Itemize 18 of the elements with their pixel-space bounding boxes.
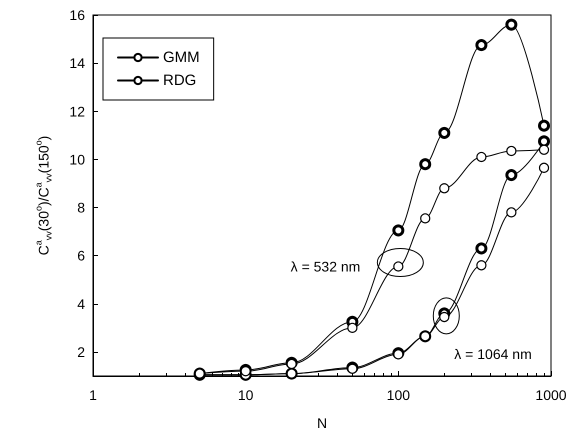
legend-label: RDG (163, 72, 196, 89)
y-tick-label: 10 (69, 151, 86, 168)
x-tick-label: 1000 (535, 387, 567, 403)
y-tick-label: 16 (69, 7, 86, 23)
x-tick-label: 1 (89, 387, 98, 403)
y-tick-label: 14 (69, 55, 86, 72)
y-tick-label: 2 (77, 344, 86, 360)
y-tick-label: 4 (77, 296, 86, 312)
x-tick-label: 10 (238, 387, 254, 403)
y-tick-label: 8 (77, 200, 86, 216)
y-tick-label: 12 (69, 103, 86, 120)
legend-label: GMM (163, 49, 200, 66)
y-tick-label: 6 (77, 248, 86, 264)
x-tick-label: 100 (386, 387, 410, 403)
annotation: λ = 532 nm (290, 258, 360, 274)
annotation: λ = 1064 nm (454, 346, 532, 362)
text: Cavv(30o)/Cavv(150o) (34, 136, 54, 256)
x-axis-title: N (316, 415, 328, 431)
